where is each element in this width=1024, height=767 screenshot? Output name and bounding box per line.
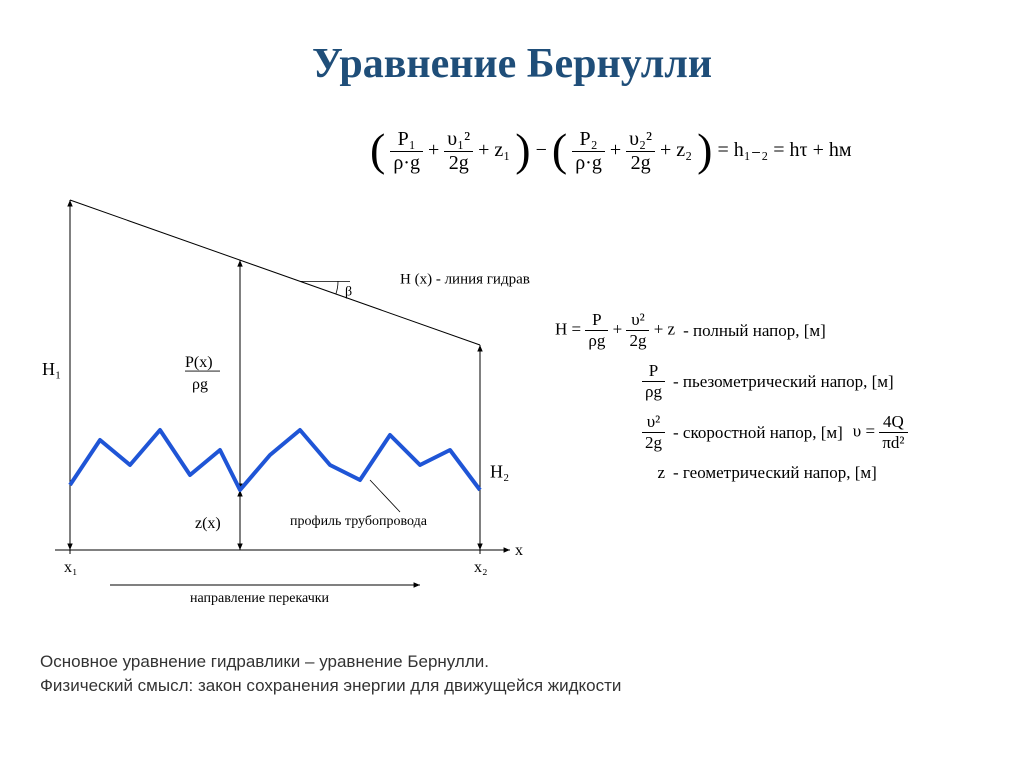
svg-text:x: x <box>515 542 523 559</box>
definition-row: H = Pρg + υ²2g + z - полный напор, [м] <box>555 310 995 351</box>
svg-text:ρg: ρg <box>192 376 208 393</box>
svg-text:профиль трубопровода: профиль трубопровода <box>290 514 428 529</box>
footer-text: Основное уравнение гидравлики – уравнени… <box>40 650 621 698</box>
definitions-list: H = Pρg + υ²2g + z - полный напор, [м] Pρ… <box>555 300 995 493</box>
svg-text:H₂: H₂ <box>490 462 509 482</box>
svg-text:x₁: x₁ <box>64 559 78 576</box>
svg-text:направление перекачки: направление перекачки <box>190 591 330 606</box>
page-title: Уравнение Бернулли <box>0 0 1024 88</box>
definition-row: Pρg - пьезометрический напор, [м] <box>555 361 995 402</box>
svg-text:H₁: H₁ <box>42 359 61 379</box>
definition-row: υ²2g - скоростной напор, [м]υ = 4Qπd² <box>555 412 995 453</box>
svg-text:P(x): P(x) <box>185 354 213 371</box>
svg-text:β: β <box>345 284 352 299</box>
svg-text:z(x): z(x) <box>195 515 221 532</box>
definition-row: z - геометрический напор, [м] <box>555 463 995 483</box>
svg-text:x₂: x₂ <box>474 559 488 576</box>
svg-text:H (x) - линия гидравлического: H (x) - линия гидравлического уклона <box>400 271 530 287</box>
hydraulic-diagram: x x₁ x₂ направление перекачки β H (x) - линия… <box>40 130 530 610</box>
